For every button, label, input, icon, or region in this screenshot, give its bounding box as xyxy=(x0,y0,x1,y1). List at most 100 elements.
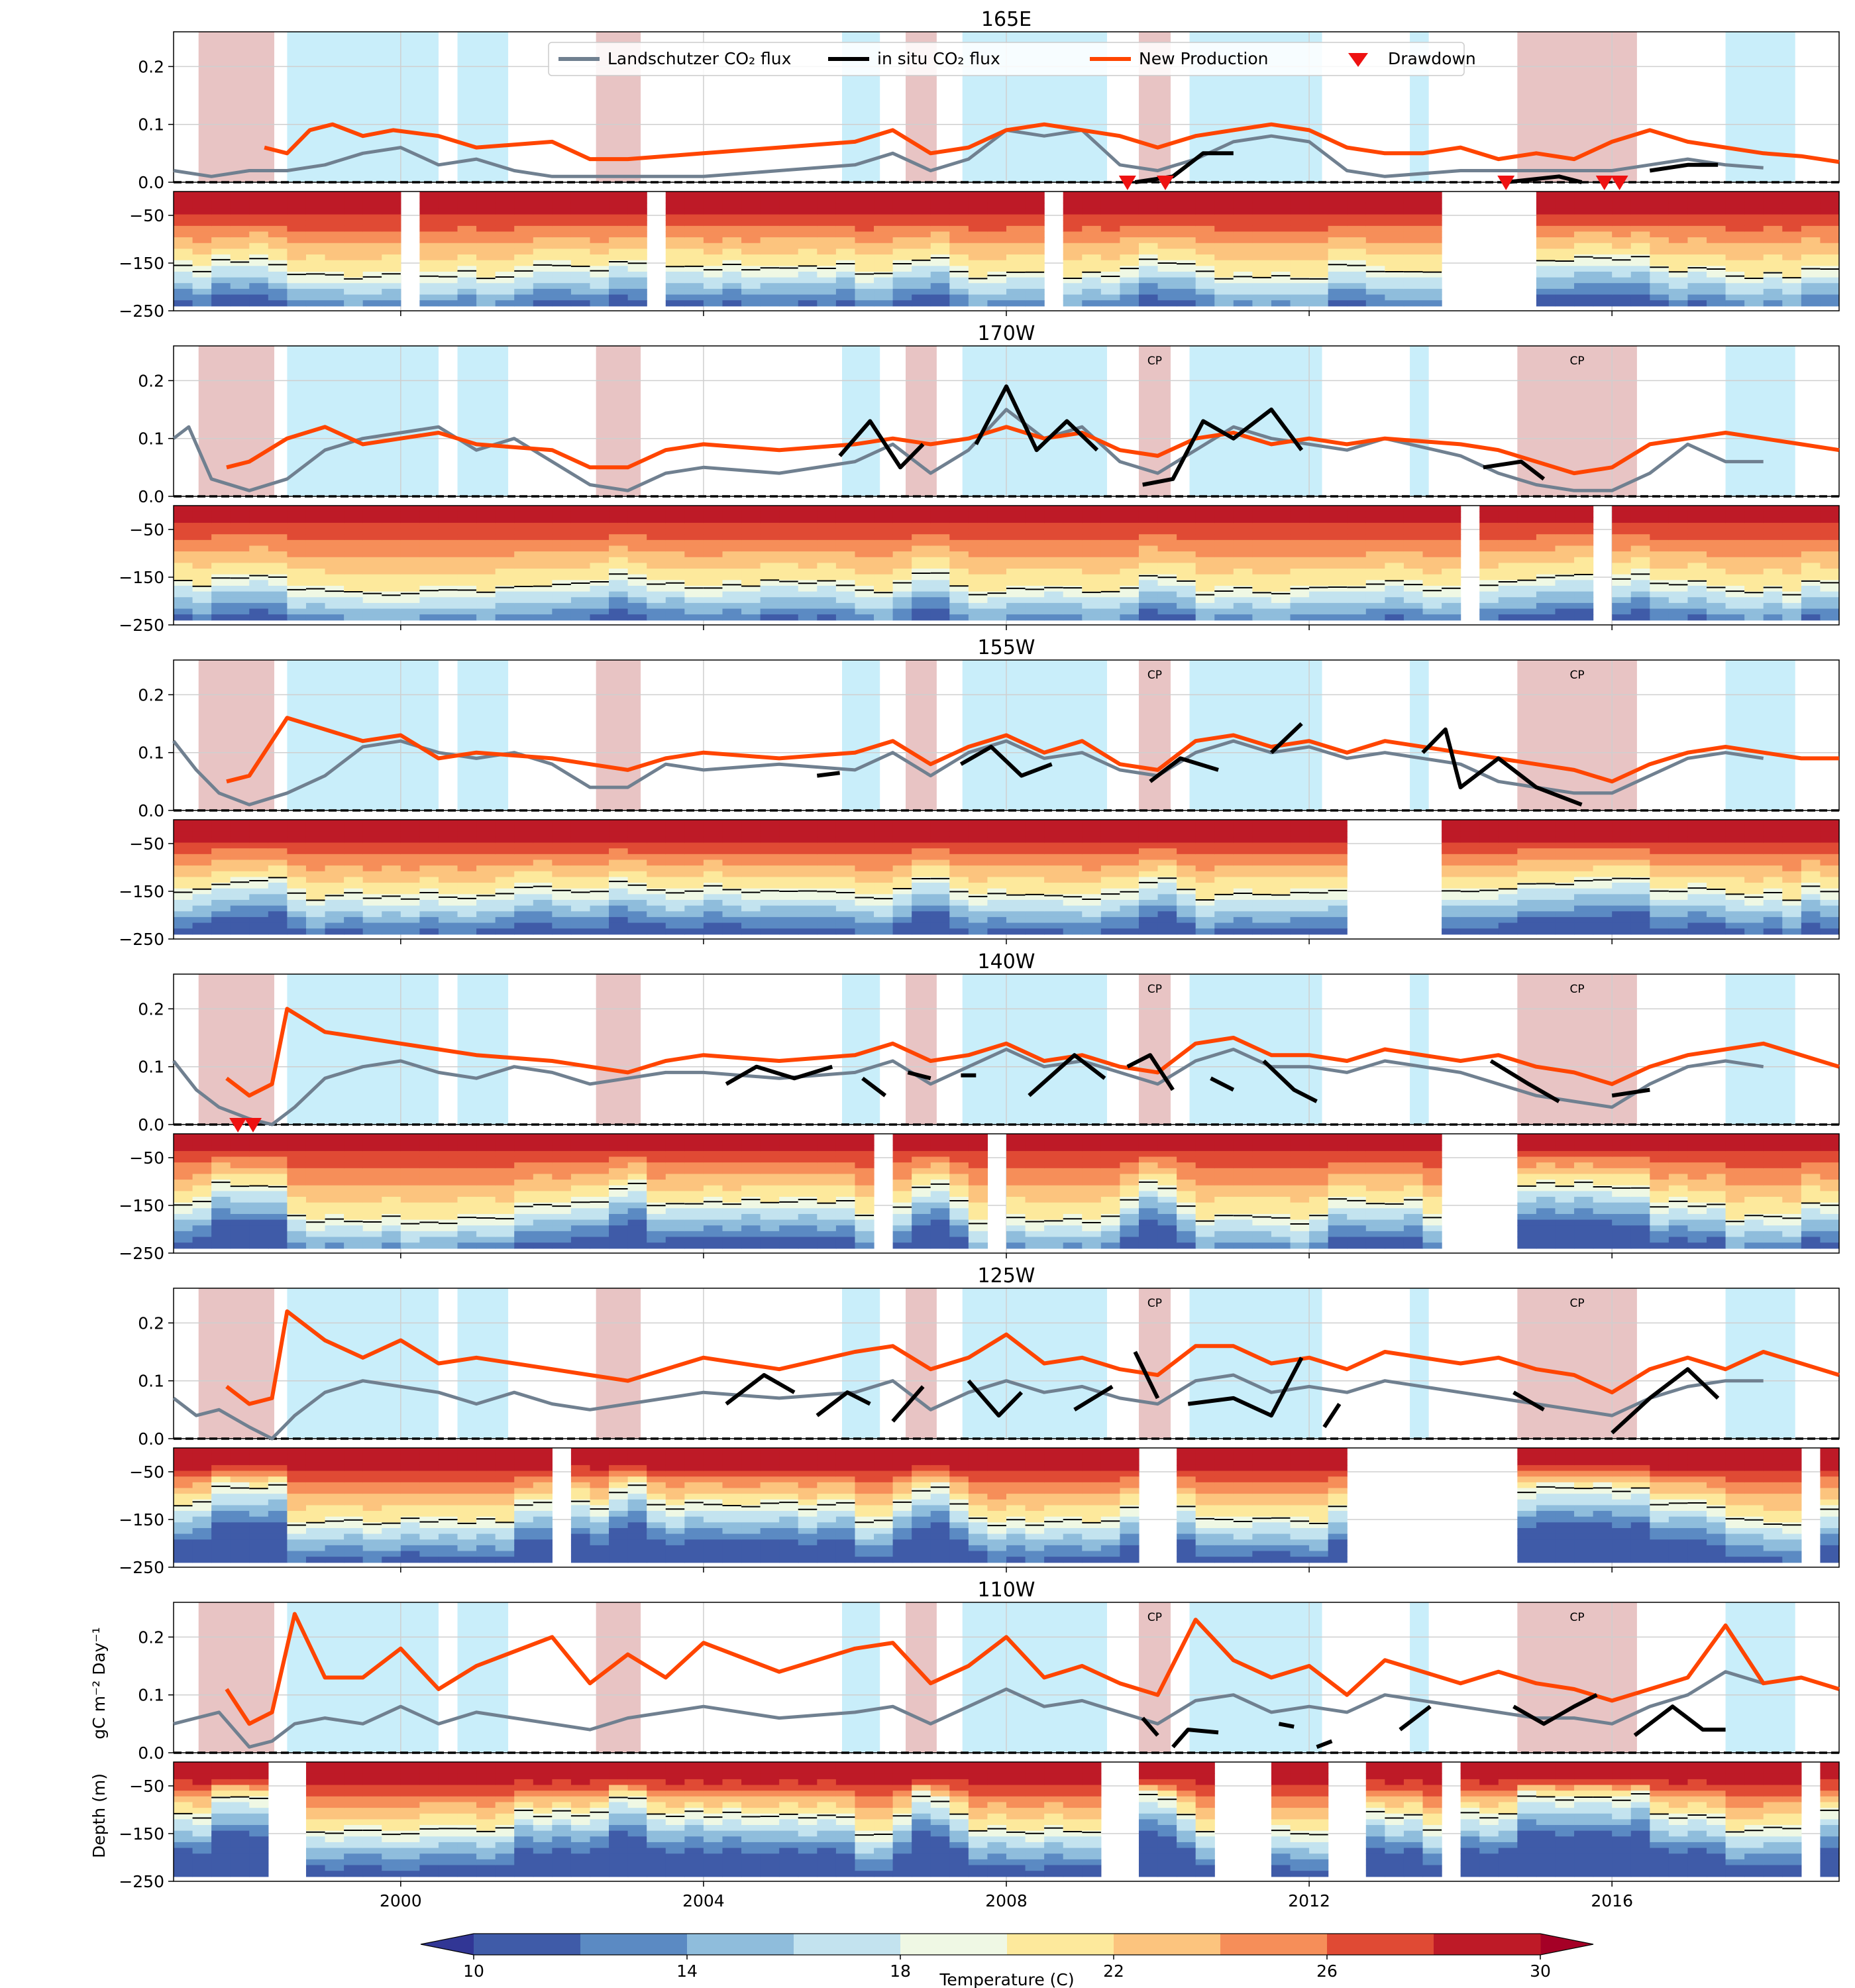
temperature-cell xyxy=(1498,597,1518,604)
temperature-cell xyxy=(1479,865,1499,872)
temperature-cell xyxy=(514,602,534,610)
temperature-cell xyxy=(1177,916,1196,924)
temperature-cell xyxy=(912,254,931,261)
temperature-cell xyxy=(400,911,420,918)
temperature-cell xyxy=(1782,266,1802,272)
temperature-cell xyxy=(1479,916,1499,924)
temperature-cell xyxy=(1233,557,1253,563)
temperature-cell xyxy=(1555,528,1575,535)
temperature-cell xyxy=(287,877,307,883)
temperature-cell xyxy=(1044,831,1064,838)
temperature-cell xyxy=(419,557,439,563)
temperature-cell xyxy=(1120,203,1140,209)
temperature-cell xyxy=(174,563,193,569)
temperature-cell xyxy=(249,203,269,209)
temperature-cell xyxy=(1082,859,1102,866)
temperature-cell xyxy=(1668,557,1689,563)
temperature-cell xyxy=(1082,597,1102,604)
temperature-cell xyxy=(1347,517,1367,524)
temperature-cell xyxy=(1687,608,1707,615)
temperature-cell xyxy=(817,288,837,296)
temperature-cell xyxy=(1498,614,1518,621)
temperature-cell xyxy=(1555,597,1575,604)
temperature-cell xyxy=(1138,871,1159,877)
temperature-cell xyxy=(1120,597,1140,604)
temperature-cell xyxy=(1442,551,1461,558)
temperature-cell xyxy=(287,192,307,198)
temperature-cell xyxy=(1214,220,1234,227)
temperature-cell xyxy=(912,922,931,929)
temperature-cell xyxy=(1403,614,1424,621)
temperature-cell xyxy=(1233,517,1253,524)
temperature-cell xyxy=(305,271,326,278)
temperature-cell xyxy=(419,911,439,918)
la-nina-shade xyxy=(842,660,880,810)
temperature-cell xyxy=(1063,899,1083,907)
temperature-cell xyxy=(382,883,401,889)
temperature-cell xyxy=(779,237,799,244)
temperature-cell xyxy=(362,231,382,238)
temperature-cell xyxy=(419,528,439,535)
temperature-cell xyxy=(874,557,894,563)
temperature-cell xyxy=(287,614,307,621)
temperature-cell xyxy=(1574,557,1594,563)
temperature-cell xyxy=(230,836,250,844)
temperature-cell xyxy=(552,563,572,569)
temperature-cell xyxy=(817,220,837,227)
temperature-cell xyxy=(817,928,837,935)
temperature-cell xyxy=(1707,522,1726,529)
temperature-cell xyxy=(1536,231,1556,238)
temperature-cell xyxy=(268,591,288,598)
temperature-cell xyxy=(835,820,856,826)
temperature-cell xyxy=(609,522,629,529)
temperature-cell xyxy=(1820,602,1840,610)
temperature-cell xyxy=(892,894,912,901)
temperature-cell xyxy=(211,522,231,529)
temperature-cell xyxy=(1782,585,1802,592)
temperature-cell xyxy=(1612,192,1632,198)
temperature-cell xyxy=(344,545,364,552)
temperature-cell xyxy=(533,899,553,907)
temperature-cell xyxy=(874,905,894,912)
temperature-cell xyxy=(1100,534,1121,541)
temperature-cell xyxy=(1138,517,1159,524)
temperature-cell xyxy=(1328,539,1348,547)
temperature-cell xyxy=(609,859,629,866)
temperature-cell xyxy=(968,569,988,575)
temperature-cell xyxy=(779,294,799,301)
temperature-cell xyxy=(779,928,799,935)
temperature-cell xyxy=(874,831,894,838)
temperature-cell xyxy=(855,911,874,918)
temperature-cell xyxy=(647,545,666,552)
temperature-cell xyxy=(1214,865,1234,872)
temperature-cell xyxy=(1006,865,1026,872)
temperature-cell xyxy=(647,522,666,529)
temperature-cell xyxy=(1536,277,1556,284)
temperature-cell xyxy=(1725,300,1745,307)
temperature-cell xyxy=(1252,608,1272,615)
temperature-cell xyxy=(987,922,1007,929)
temperature-cell xyxy=(570,842,591,849)
temperature-cell xyxy=(382,271,401,278)
temperature-cell xyxy=(1328,214,1348,221)
temperature-cell xyxy=(1214,836,1234,844)
temperature-cell xyxy=(211,271,231,278)
temperature-cell xyxy=(419,569,439,575)
temperature-cell xyxy=(344,602,364,610)
temperature-cell xyxy=(344,928,364,935)
temperature-cell xyxy=(1385,192,1404,198)
temperature-cell xyxy=(1100,203,1121,209)
temperature-cell xyxy=(382,597,401,604)
temperature-cell xyxy=(382,591,401,598)
temperature-cell xyxy=(192,522,212,529)
temperature-cell xyxy=(495,883,515,889)
temperature-cell xyxy=(1082,871,1102,877)
temperature-cell xyxy=(533,871,553,877)
temperature-cell xyxy=(1328,271,1348,278)
temperature-cell xyxy=(912,522,931,529)
temperature-cell xyxy=(1138,300,1159,307)
temperature-cell xyxy=(400,883,420,889)
temperature-cell xyxy=(817,911,837,918)
temperature-cell xyxy=(1403,580,1424,586)
temperature-cell xyxy=(817,300,837,307)
